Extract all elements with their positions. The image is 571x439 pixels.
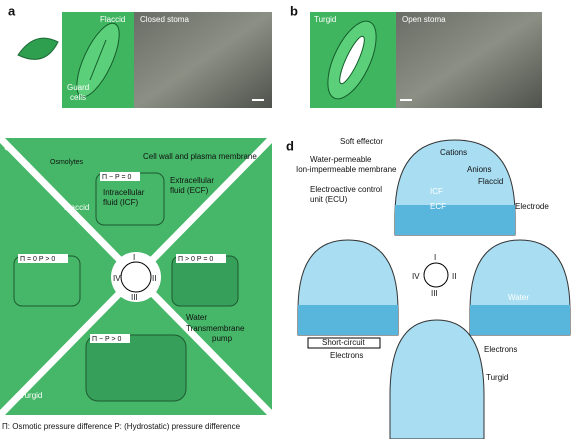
effector-turgid xyxy=(389,319,485,439)
ecf-region xyxy=(298,305,398,335)
annotation: Electrode xyxy=(515,202,549,211)
scale-bar xyxy=(252,99,264,101)
step-label: III xyxy=(431,289,438,298)
guard-cells-label: cells xyxy=(70,93,86,102)
panel-label: b xyxy=(290,3,298,18)
photo-caption: Closed stoma xyxy=(140,15,189,24)
cycle-arrows xyxy=(120,261,152,293)
annotation: Extracellular xyxy=(170,176,214,185)
cycle-arrows xyxy=(423,262,449,288)
equation: Π = 0 P > 0 xyxy=(20,256,55,263)
panel-b: b Turgid Open stoma xyxy=(290,3,542,108)
annotation: Water-permeable xyxy=(310,155,372,164)
leaf-icon xyxy=(17,37,59,60)
step-label: I xyxy=(434,253,436,262)
annotation: Osmolytes xyxy=(50,159,84,166)
annotation: fluid (ECF) xyxy=(170,186,209,195)
state-label: Turgid xyxy=(486,373,508,382)
ecf-region xyxy=(395,205,515,235)
step-label: I xyxy=(133,253,135,262)
annotation: Anions xyxy=(467,165,491,174)
equation: Π > 0 P = 0 xyxy=(178,256,213,263)
open-pore xyxy=(339,35,365,85)
cell xyxy=(171,255,239,307)
annotation: Cell wall and plasma membrane xyxy=(143,152,257,161)
panel-c: c I II III IV Osmolytes Cell wall and pl… xyxy=(0,135,275,431)
annotation: ICF xyxy=(430,187,443,196)
panel-label: c xyxy=(4,138,11,153)
annotation: pump xyxy=(212,334,233,343)
annotation: Electroactive control xyxy=(310,185,382,194)
equation-box xyxy=(176,254,226,263)
guard-cells-label: Guard xyxy=(67,83,89,92)
annotation: ECF xyxy=(430,202,446,211)
equation: Π − P > 0 xyxy=(92,336,122,343)
state-label: Flaccid xyxy=(64,203,89,212)
state-label: Flaccid xyxy=(100,15,125,24)
state-label: Turgid xyxy=(20,391,42,400)
step-label: IV xyxy=(412,272,420,281)
footer: Π: Osmotic pressure difference P: (Hydro… xyxy=(2,422,241,431)
annotation: Short-circuit xyxy=(322,338,365,347)
state-label: Turgid xyxy=(314,15,336,24)
panel-d: d I II III IV Soft effector Cations Anio… xyxy=(286,137,571,439)
step-label: II xyxy=(452,272,456,281)
micrograph xyxy=(396,12,542,108)
annotation: fluid (ICF) xyxy=(103,198,138,207)
annotation: Intracellular xyxy=(103,188,145,197)
annotation: Transmembrane xyxy=(186,324,245,333)
annotation: Electrons xyxy=(330,351,363,360)
equation-box xyxy=(90,334,130,343)
annotation: Water xyxy=(186,313,207,322)
step-label: IV xyxy=(113,274,121,283)
annotation: Electrons xyxy=(484,345,517,354)
turgid-cell xyxy=(85,334,187,402)
closed-pore xyxy=(89,39,107,81)
equation: Π − P = 0 xyxy=(102,174,132,181)
cell xyxy=(13,255,81,307)
annotation: Soft effector xyxy=(340,137,383,146)
equation-box xyxy=(100,172,140,181)
annotation: Ion-impermeable membrane xyxy=(296,165,397,174)
equation-box xyxy=(18,254,68,263)
step-label: II xyxy=(152,274,156,283)
annotation: unit (ECU) xyxy=(310,195,348,204)
cycle-circle xyxy=(111,252,161,302)
photo-caption: Open stoma xyxy=(402,15,446,24)
panel-a: a Flaccid Guard cells Closed stoma xyxy=(8,3,272,108)
circuit-wire xyxy=(307,337,381,349)
ecf-region xyxy=(470,305,570,335)
state-label: Flaccid xyxy=(478,177,503,186)
panel-label: a xyxy=(8,3,16,18)
panel-label: d xyxy=(286,138,294,153)
annotation: Cations xyxy=(440,148,467,157)
annotation: Water xyxy=(508,293,529,302)
scale-bar xyxy=(400,99,412,101)
micrograph xyxy=(134,12,272,108)
step-label: III xyxy=(131,293,138,302)
